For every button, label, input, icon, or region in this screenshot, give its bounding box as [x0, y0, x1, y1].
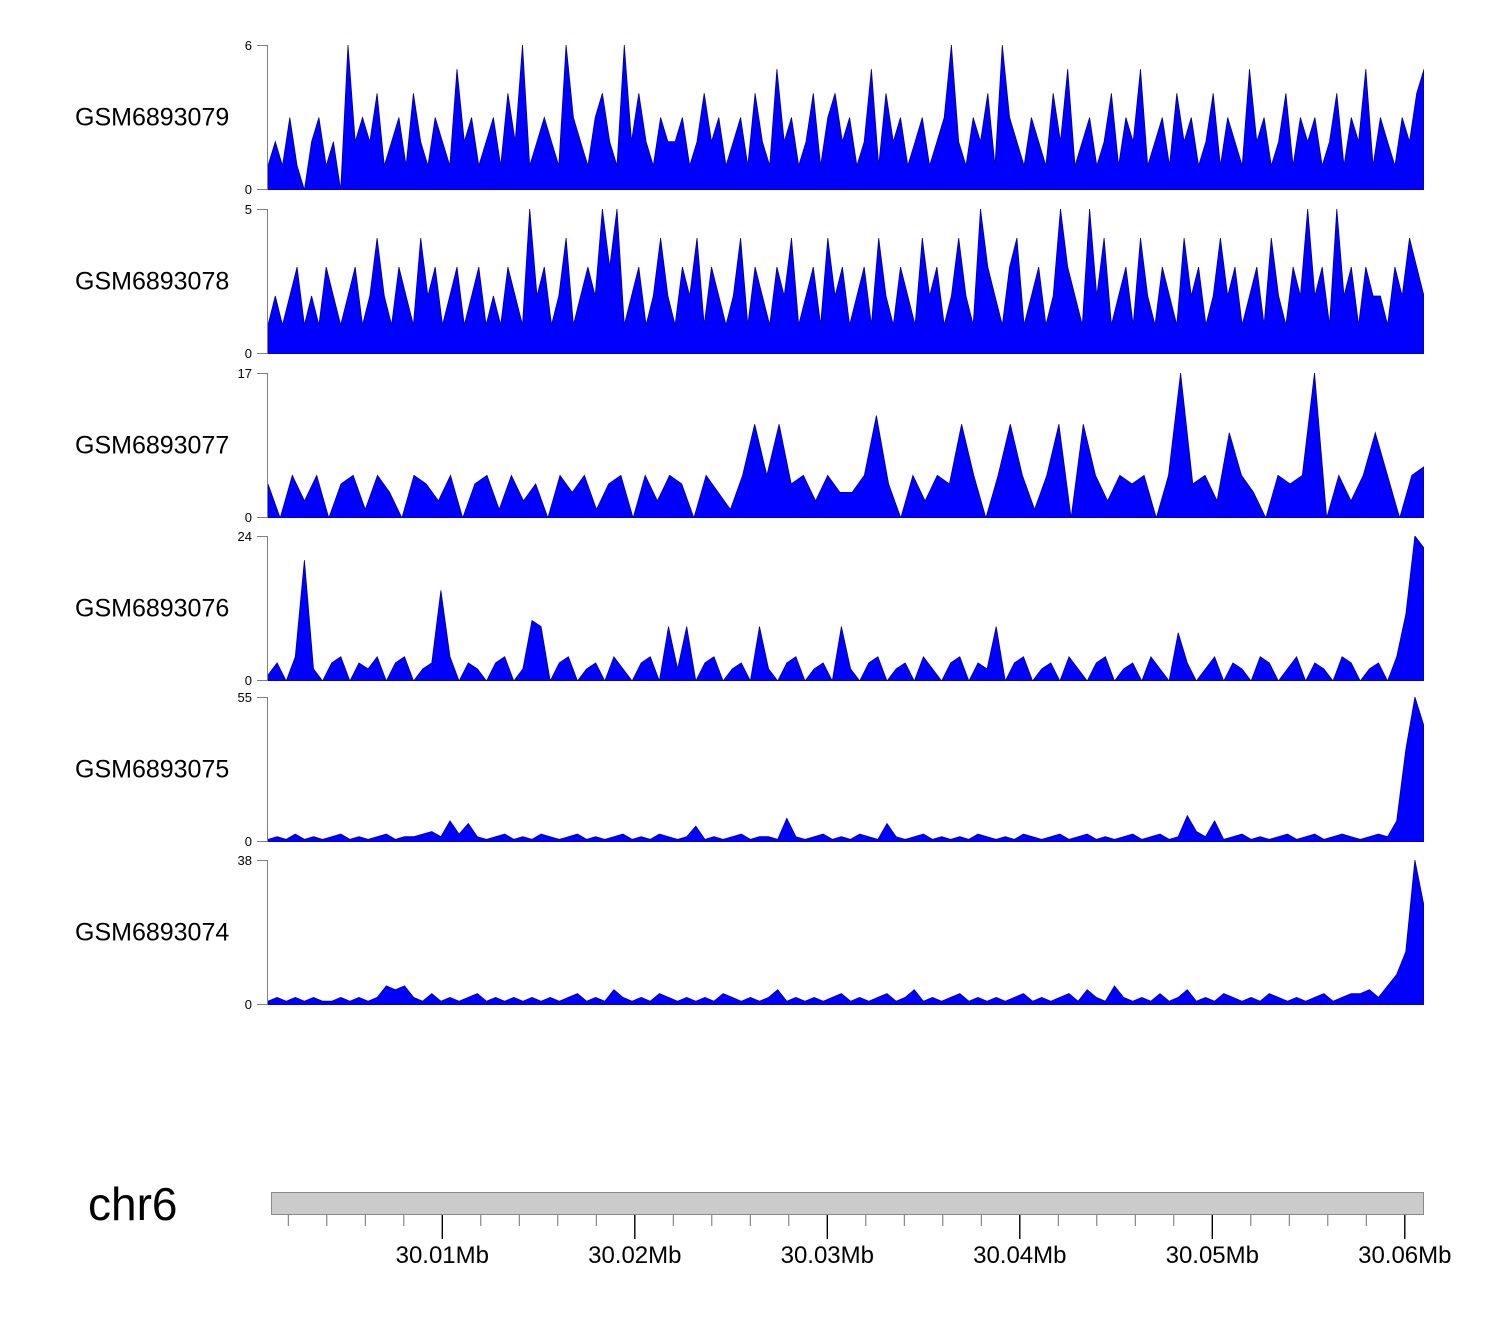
track-row: GSM6893078 5 0 [0, 202, 1500, 361]
track-label: GSM6893076 [75, 594, 230, 622]
y-axis-max-label: 6 [244, 38, 252, 53]
axis-tick-label: 30.03Mb [781, 1242, 874, 1269]
y-axis-min-label: 0 [244, 182, 252, 197]
track-row: GSM6893079 6 0 [0, 38, 1500, 197]
track-label: GSM6893079 [75, 103, 230, 131]
track-label: GSM6893075 [75, 755, 230, 783]
coverage-area-chart [268, 373, 1424, 518]
chromosome-bar [271, 1192, 1424, 1215]
y-axis-bracket [257, 45, 268, 190]
y-axis-bracket [257, 373, 268, 518]
coverage-polygon [268, 373, 1424, 518]
coverage-area-chart [268, 697, 1424, 842]
y-axis-min-label: 0 [244, 834, 252, 849]
coverage-area-chart [268, 209, 1424, 354]
y-axis-bracket [257, 697, 268, 842]
y-axis-max-label: 17 [237, 366, 252, 381]
coverage-polygon [268, 860, 1424, 1005]
axis-tick-label: 30.01Mb [396, 1242, 489, 1269]
y-axis-bracket [257, 209, 268, 354]
y-axis-min-label: 0 [244, 346, 252, 361]
axis-tick-label: 30.04Mb [973, 1242, 1066, 1269]
coverage-area-chart [268, 536, 1424, 681]
chromosome-name: chr6 [88, 1178, 178, 1230]
y-axis-max-label: 55 [237, 690, 252, 705]
axis-tick-label: 30.05Mb [1166, 1242, 1259, 1269]
track-label: GSM6893077 [75, 431, 230, 459]
y-axis-min-label: 0 [244, 997, 252, 1012]
track-row: GSM6893077 17 0 [0, 366, 1500, 525]
coverage-polygon [268, 536, 1424, 681]
track-row: GSM6893074 38 0 [0, 853, 1500, 1012]
y-axis-min-label: 0 [244, 673, 252, 688]
coverage-polygon [268, 209, 1424, 354]
coverage-polygon [268, 45, 1424, 190]
y-axis-max-label: 5 [244, 202, 252, 217]
y-axis-min-label: 0 [244, 510, 252, 525]
track-label: GSM6893078 [75, 267, 230, 295]
y-axis-max-label: 24 [237, 529, 252, 544]
track-row: GSM6893076 24 0 [0, 529, 1500, 688]
coverage-area-chart [268, 860, 1424, 1005]
track-row: GSM6893075 55 0 [0, 690, 1500, 849]
coverage-polygon [268, 697, 1424, 842]
y-axis-bracket [257, 536, 268, 681]
y-axis-max-label: 38 [237, 853, 252, 868]
y-axis-bracket [257, 860, 268, 1005]
axis-tick-label: 30.06Mb [1358, 1242, 1451, 1269]
coverage-area-chart [268, 45, 1424, 190]
track-label: GSM6893074 [75, 918, 230, 946]
axis-tick-label: 30.02Mb [588, 1242, 681, 1269]
genome-axis-ticks: 30.01Mb 30.02Mb 30.03Mb 30.04Mb 30.05Mb 30.06… [287, 1215, 1452, 1269]
